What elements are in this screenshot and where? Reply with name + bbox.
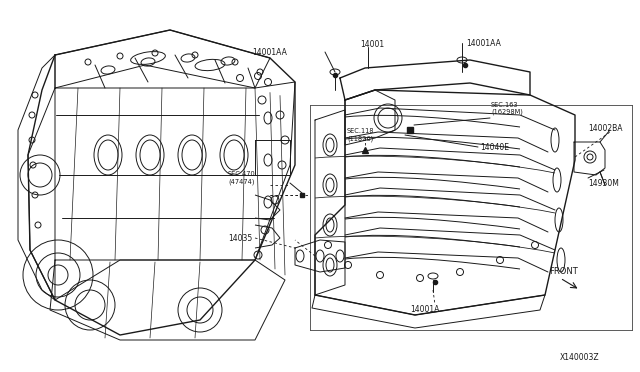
Text: FRONT: FRONT xyxy=(549,267,578,276)
Text: 14001: 14001 xyxy=(360,39,384,48)
Text: 14001A: 14001A xyxy=(410,305,440,314)
Text: 14001AA: 14001AA xyxy=(252,48,287,57)
Text: SEC.118
(11826): SEC.118 (11826) xyxy=(347,128,374,141)
Text: X140003Z: X140003Z xyxy=(560,353,600,362)
Text: 14930M: 14930M xyxy=(588,179,619,187)
Text: 14001AA: 14001AA xyxy=(466,38,501,48)
Text: 14035: 14035 xyxy=(228,234,252,243)
Text: 14040E: 14040E xyxy=(480,142,509,151)
Text: SEC.470
(47474): SEC.470 (47474) xyxy=(227,171,255,185)
Text: SEC.163
(16298M): SEC.163 (16298M) xyxy=(491,102,523,115)
Text: 14002BA: 14002BA xyxy=(588,124,623,132)
